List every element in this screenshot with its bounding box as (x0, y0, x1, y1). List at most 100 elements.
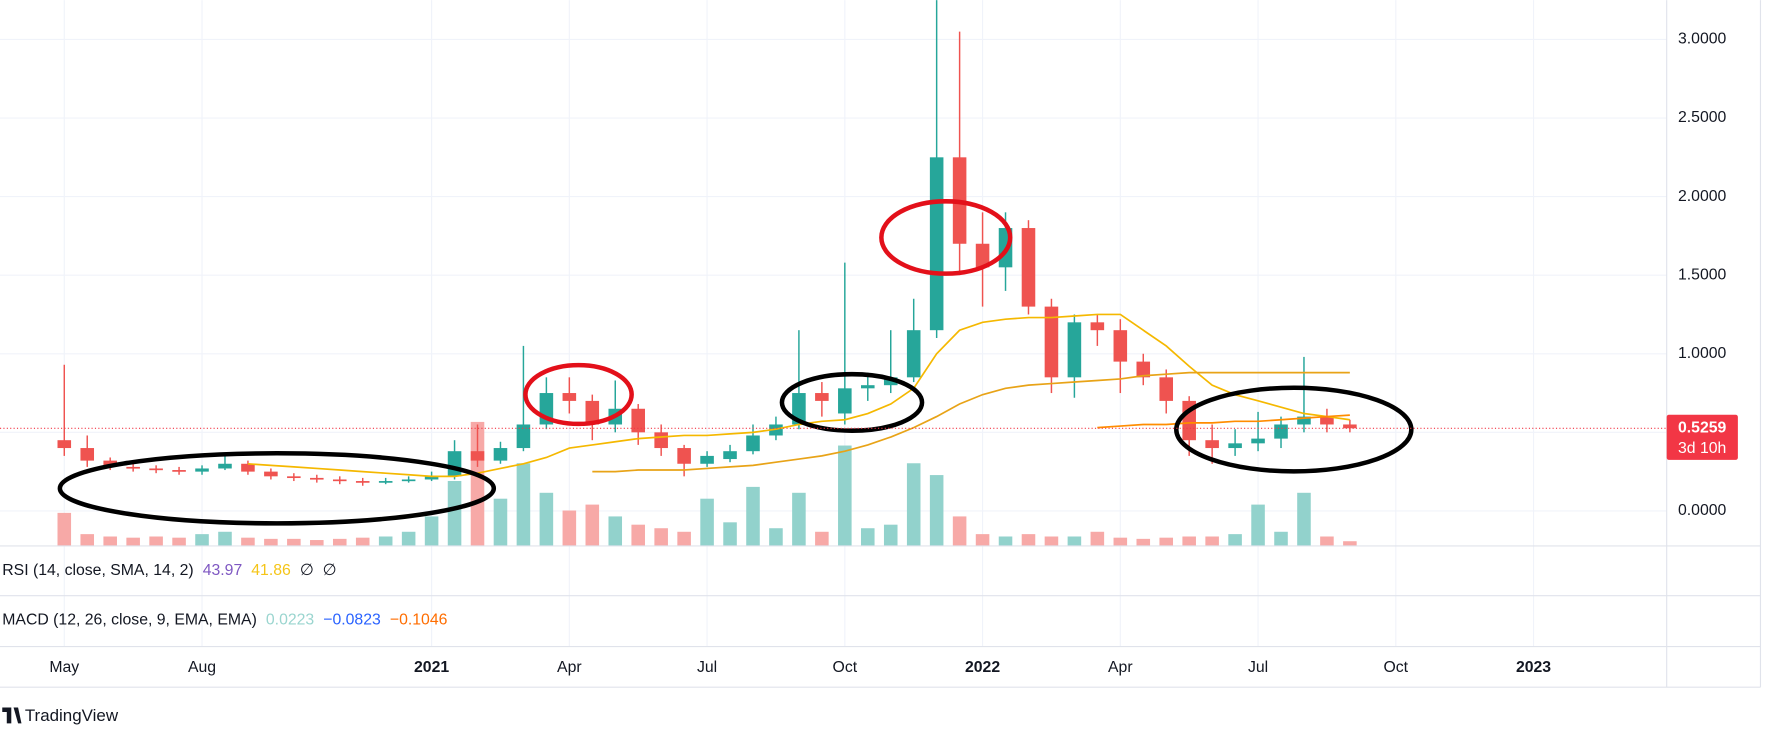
indicator-name: RSI (14, close, SMA, 14, 2) (2, 562, 193, 579)
volume-bar (401, 531, 416, 546)
volume-bar (378, 536, 393, 546)
candle-body (172, 470, 186, 472)
volume-bar (815, 531, 829, 546)
candle-body (815, 393, 829, 401)
candle-body (516, 424, 531, 449)
last-price-label: 0.5259 (1678, 419, 1727, 436)
annotation-ellipse (523, 362, 634, 427)
volume-bar (1274, 531, 1288, 546)
candle-body (1274, 424, 1288, 439)
candle-body (585, 400, 600, 425)
moving-average (592, 371, 1350, 473)
volume-bar (883, 524, 898, 546)
volume-bar (562, 510, 577, 546)
x-tick-label: Jul (1248, 659, 1268, 676)
candle-body (1251, 438, 1265, 444)
volume-bar (746, 486, 760, 546)
candle-body (264, 471, 278, 477)
volume-bar (1182, 536, 1196, 546)
volume-bar (493, 498, 508, 546)
volume-bar (975, 534, 990, 546)
candle-body (1343, 424, 1357, 429)
candle-body (1228, 443, 1242, 449)
volume-bar (1205, 536, 1219, 546)
x-tick-label: Jul (697, 659, 717, 676)
candle-body (1067, 322, 1082, 378)
candle-body (218, 463, 232, 469)
y-tick-label: 2.5000 (1678, 109, 1727, 126)
volume-bar (57, 512, 72, 546)
indicator-value: −0.1046 (390, 612, 448, 629)
candle-body (654, 432, 668, 449)
volume-bar (310, 540, 324, 546)
candle-body (447, 451, 462, 477)
volume-bar (447, 480, 462, 546)
candle-body (700, 455, 714, 464)
candle-body (401, 479, 416, 482)
y-tick-label: 0.0000 (1678, 502, 1727, 519)
grid (0, 0, 1667, 647)
last-price-tag (1666, 414, 1738, 460)
candle-body (355, 481, 370, 483)
candle-body (1297, 416, 1311, 425)
x-tick-label: May (49, 659, 79, 676)
volume-bar (172, 537, 186, 546)
volume-bar (332, 538, 347, 546)
volume-bar (998, 536, 1013, 546)
moving-average (1097, 414, 1350, 429)
indicator-value: 41.86 (251, 562, 291, 579)
volume-bar (195, 534, 209, 546)
candle-body (838, 388, 852, 414)
volume-bar (723, 522, 737, 546)
annotation-ellipse (1174, 385, 1414, 474)
volume-bar (218, 531, 232, 546)
indicator-value: −0.0823 (323, 612, 381, 629)
volume-bar (539, 492, 554, 546)
candle-body (493, 448, 508, 461)
x-tick-label: Aug (188, 659, 216, 676)
volume-bar (585, 504, 600, 546)
volume-bar (149, 536, 163, 546)
candle-body (470, 451, 485, 461)
line-layer (247, 313, 1350, 478)
volume-bar (241, 537, 255, 546)
y-tick-label: 2.0000 (1678, 188, 1727, 205)
volume-bar (677, 531, 691, 546)
indicator-value: 43.97 (203, 562, 243, 579)
candle-body (1205, 440, 1219, 449)
brand-logo (2, 707, 22, 724)
volume-bar (1021, 534, 1036, 546)
candle-body (195, 468, 209, 472)
moving-average (247, 313, 1350, 478)
y-tick-label: 3.0000 (1678, 31, 1727, 48)
candle-body (1090, 322, 1105, 331)
volume-bar (654, 528, 668, 546)
annotation-ellipse (879, 199, 1013, 276)
candle-body (1021, 228, 1036, 307)
volume-bar (952, 516, 967, 546)
volume-bar (1297, 492, 1311, 546)
candle-body (424, 476, 439, 480)
volume-bar (264, 538, 278, 546)
volume-bar (80, 534, 95, 546)
x-tick-label: 2021 (414, 659, 449, 676)
candle-body (80, 448, 95, 461)
indicator-value: ∅ (300, 562, 314, 579)
volume-bar (906, 463, 921, 546)
volume-bar (929, 475, 944, 546)
indicator-value: ∅ (323, 562, 337, 579)
candle-body (287, 476, 301, 479)
candle-body (792, 393, 806, 425)
candle-body (378, 481, 393, 483)
annotation-ellipse (57, 451, 497, 526)
volume-layer (57, 421, 1357, 546)
volume-bar (631, 524, 645, 546)
x-tick-label: Apr (1108, 659, 1133, 676)
volume-bar (126, 537, 140, 546)
x-tick-label: 2023 (1516, 659, 1551, 676)
volume-bar (1067, 536, 1082, 546)
volume-bar (1343, 541, 1357, 546)
candle-body (241, 463, 255, 472)
countdown-label: 3d 10h (1678, 440, 1726, 457)
